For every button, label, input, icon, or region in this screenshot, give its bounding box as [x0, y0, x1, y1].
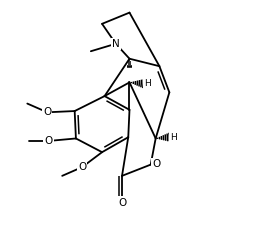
Text: O: O: [44, 136, 53, 146]
Text: N: N: [112, 39, 120, 49]
Text: O: O: [78, 162, 86, 172]
Text: N: N: [112, 39, 120, 49]
Text: O: O: [118, 197, 126, 207]
Text: O: O: [43, 107, 51, 117]
Text: H: H: [144, 79, 151, 88]
Text: H: H: [144, 79, 150, 88]
Text: methyl: methyl: [69, 49, 88, 54]
Text: O: O: [78, 162, 86, 172]
Text: O: O: [43, 107, 51, 117]
Text: H: H: [170, 133, 177, 142]
Text: O: O: [153, 160, 161, 170]
Text: H: H: [170, 133, 177, 142]
Text: O: O: [44, 136, 53, 146]
Text: O: O: [118, 198, 126, 208]
Text: O: O: [152, 159, 160, 169]
